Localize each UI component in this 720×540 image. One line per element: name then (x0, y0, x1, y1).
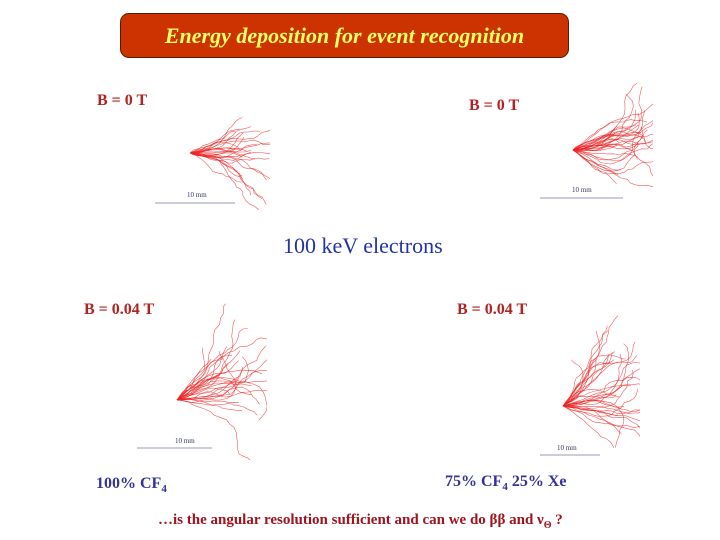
electron-track (189, 152, 252, 196)
electron-track (572, 149, 653, 175)
electron-track (189, 152, 267, 181)
footer-subscript: Θ (543, 520, 552, 531)
gas-right-text: 75% CF (445, 473, 503, 490)
electron-track (562, 405, 640, 428)
electron-track (562, 405, 640, 414)
electron-track (572, 139, 653, 161)
electron-track (190, 152, 270, 158)
electron-track (562, 385, 631, 407)
electron-track (572, 143, 638, 160)
track-plot-top-left: 10 mm (155, 117, 270, 211)
electron-track (562, 405, 615, 448)
electron-track (190, 132, 244, 156)
electron-track (562, 400, 625, 408)
electron-track (572, 86, 643, 151)
track-plot-top-right: 10 mm (540, 83, 653, 199)
footer-question: …is the angular resolution sufficient an… (158, 512, 563, 531)
panel-top-right-field-label: B = 0 T (469, 97, 520, 114)
electron-track (176, 328, 248, 401)
electron-track (176, 382, 252, 401)
electron-track (572, 119, 647, 151)
electron-track (176, 347, 206, 401)
electron-track (562, 315, 619, 407)
gas-right-suffix: 25% Xe (507, 473, 567, 490)
title-banner: Energy deposition for event recognition (120, 13, 569, 58)
gas-mixture-right: 75% CF4 25% Xe (445, 473, 566, 493)
electron-tracks (189, 117, 270, 211)
electron-track (176, 346, 227, 401)
electron-track (562, 405, 622, 435)
electron-track (562, 405, 640, 414)
scale-label: 10 mm (187, 191, 207, 199)
footer-text: …is the angular resolution sufficient an… (158, 512, 544, 528)
track-plot-bottom-right: 10 mm (540, 315, 640, 456)
electron-track (176, 303, 226, 401)
electron-track (562, 394, 617, 407)
electron-tracks (176, 303, 267, 460)
electron-track (562, 330, 600, 407)
panel-top-left-field-label: B = 0 T (97, 92, 148, 109)
electron-track (189, 151, 252, 161)
electron-track (189, 117, 243, 154)
electron-track (572, 149, 617, 185)
electron-track (572, 120, 653, 161)
scale-label: 10 mm (572, 186, 592, 194)
electron-track (189, 152, 244, 180)
electron-track (189, 148, 256, 160)
electron-track (572, 109, 636, 151)
gas-mixture-left: 100% CF4 (96, 475, 167, 495)
panel-bottom-left-field-label: B = 0.04 T (84, 301, 155, 318)
electron-track (189, 152, 263, 199)
electron-track (176, 358, 212, 401)
electron-track (562, 405, 640, 428)
electron-track (189, 130, 260, 154)
track-plot-bottom-left: 10 mm (137, 303, 267, 460)
electron-track (177, 366, 244, 401)
electron-track (562, 376, 640, 407)
gas-left-subscript: 4 (161, 483, 167, 496)
electron-tracks (562, 315, 640, 448)
electron-track (176, 363, 229, 401)
electron-track (562, 352, 613, 407)
electron-track (176, 389, 267, 401)
electron-track (189, 152, 267, 205)
electron-track (572, 134, 653, 151)
slide-title: Energy deposition for event recognition (164, 22, 525, 48)
energy-label: 100 keV electrons (283, 233, 443, 258)
electron-track (176, 380, 267, 421)
electron-track (176, 399, 251, 460)
electron-tracks (572, 83, 653, 188)
gas-right-subscript: 4 (502, 481, 508, 494)
electron-track (572, 110, 645, 151)
electron-track (176, 319, 236, 401)
electron-track (176, 377, 252, 401)
electron-track (562, 325, 608, 407)
electron-track (189, 126, 251, 154)
electron-track (562, 341, 636, 407)
scale-label: 10 mm (175, 437, 195, 445)
electron-track (176, 350, 241, 401)
scale-label: 10 mm (557, 444, 577, 452)
electron-track (176, 399, 240, 406)
electron-track (189, 129, 270, 154)
footer-end: ? (551, 512, 563, 528)
electron-track (562, 399, 640, 412)
electron-track (572, 149, 621, 171)
electron-track (562, 383, 640, 407)
electron-track (189, 139, 270, 154)
electron-track (572, 125, 618, 151)
panel-bottom-right-field-label: B = 0.04 T (457, 301, 528, 318)
electron-track (572, 103, 653, 151)
electron-track (572, 149, 653, 177)
electron-track (176, 398, 243, 411)
electron-track (189, 130, 240, 154)
electron-track (562, 351, 616, 407)
electron-track (562, 388, 639, 417)
electron-track (572, 143, 653, 165)
gas-left-text: 100% CF (96, 475, 162, 492)
electron-track (176, 354, 233, 401)
